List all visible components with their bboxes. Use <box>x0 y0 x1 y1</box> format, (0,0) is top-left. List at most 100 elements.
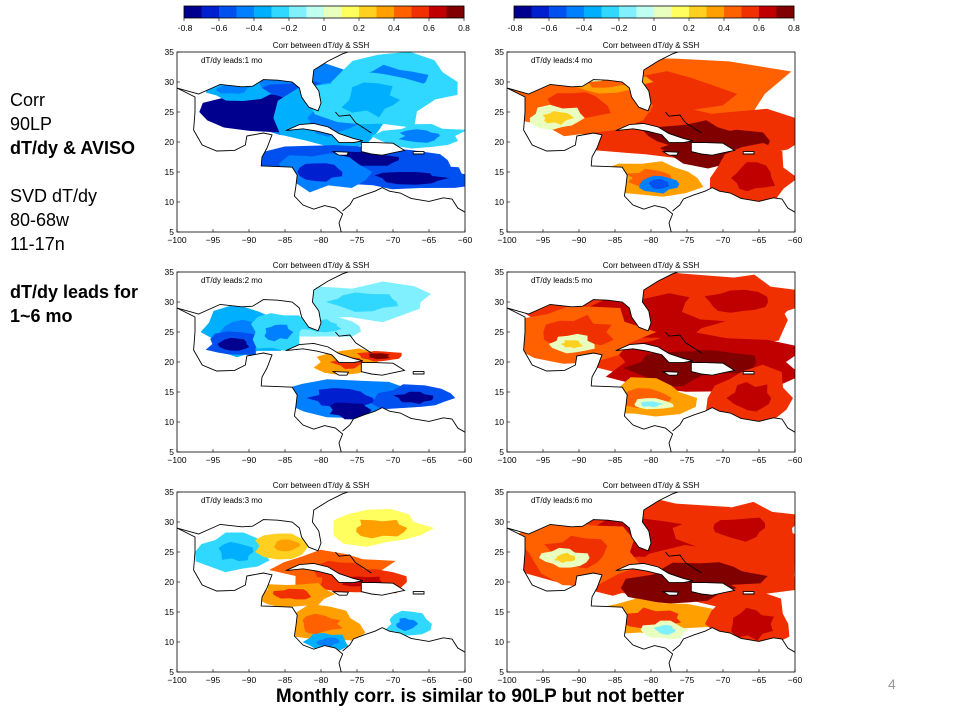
coastline-north-america <box>507 492 680 552</box>
coastline-north-america <box>177 52 350 112</box>
island-outline <box>360 582 406 596</box>
x-tick-label: −100 <box>497 235 516 245</box>
y-tick-label: 20 <box>165 357 175 367</box>
correlation-core <box>217 337 250 351</box>
coastline-south-america <box>672 187 795 213</box>
correlation-core <box>218 541 254 562</box>
y-tick-label: 30 <box>495 517 505 527</box>
colorbar-tick-label: 0 <box>322 23 327 33</box>
correlation-core <box>560 340 584 349</box>
coastline-south-america <box>342 187 465 213</box>
y-tick-label: 25 <box>165 107 175 117</box>
x-tick-label: −90 <box>242 675 257 685</box>
coastline-south-america <box>672 627 795 653</box>
page-number: 4 <box>888 676 896 692</box>
x-tick-label: −65 <box>422 675 437 685</box>
lead-label: dT/dy leads:6 mo <box>531 496 593 505</box>
y-tick-label: 20 <box>165 137 175 147</box>
colorbar-swatch <box>654 6 672 18</box>
colorbar-tick-label: 0.4 <box>388 23 400 33</box>
x-tick-label: −80 <box>644 455 659 465</box>
side-line: 90LP <box>10 114 53 134</box>
colorbar-swatch <box>446 6 465 18</box>
colorbar-swatch <box>376 6 395 18</box>
island-outline <box>331 371 350 376</box>
y-tick-label: 5 <box>169 227 174 237</box>
colorbar-swatch <box>531 6 550 18</box>
correlation-core <box>337 406 362 415</box>
lead-label: dT/dy leads:3 mo <box>201 496 263 505</box>
side-line-bold: dT/dy leads for <box>10 282 139 302</box>
colorbar-swatch <box>201 6 220 18</box>
colorbar-tick-label: −0.4 <box>576 23 593 33</box>
y-tick-label: 35 <box>165 47 175 57</box>
colorbar-swatch <box>254 6 272 18</box>
correlation-core <box>302 613 343 635</box>
island-outline <box>690 582 736 596</box>
y-tick-label: 5 <box>499 447 504 457</box>
colorbar-swatch <box>289 6 307 18</box>
y-tick-label: 15 <box>495 607 505 617</box>
y-tick-label: 15 <box>165 607 175 617</box>
correlation-core <box>356 519 408 539</box>
panel-title: Corr between dT/dy & SSH <box>273 481 370 490</box>
y-tick-label: 25 <box>165 327 175 337</box>
x-tick-label: −100 <box>167 235 186 245</box>
y-tick-label: 5 <box>499 227 504 237</box>
x-tick-label: −60 <box>458 455 473 465</box>
coastline-north-america <box>507 52 680 112</box>
island-outline <box>412 591 425 595</box>
side-line: 11-17n <box>10 234 65 254</box>
y-tick-label: 10 <box>495 417 505 427</box>
map-panel-lead-2: Corr between dT/dy & SSH dT/dy leads:2 mo… <box>165 261 473 465</box>
x-tick-label: −60 <box>788 675 803 685</box>
correlation-core <box>726 382 772 412</box>
colorbar-swatch <box>566 6 585 18</box>
colorbar-tick-label: −0.6 <box>541 23 558 33</box>
x-tick-label: −90 <box>572 675 587 685</box>
colorbar-swatch <box>671 6 690 18</box>
panel-title: Corr between dT/dy & SSH <box>273 261 370 270</box>
x-tick-label: −85 <box>278 675 293 685</box>
island-outline <box>690 142 736 156</box>
colorbar-tick-label: 0.8 <box>788 23 800 33</box>
colorbar-tick-label: −0.2 <box>611 23 628 33</box>
island-outline <box>331 591 350 596</box>
y-tick-label: 25 <box>495 327 505 337</box>
colorbar-tick-label: −0.2 <box>281 23 298 33</box>
correlation-core <box>393 391 434 404</box>
coastline-central-america <box>177 527 344 672</box>
y-tick-label: 35 <box>495 47 505 57</box>
x-tick-label: −90 <box>572 455 587 465</box>
colorbar-tick-label: −0.8 <box>178 23 193 33</box>
colorbar-swatch <box>514 6 532 18</box>
y-tick-label: 20 <box>495 577 505 587</box>
coastline-bahamas <box>335 111 372 134</box>
colorbar-swatch <box>619 6 637 18</box>
y-tick-label: 5 <box>499 667 504 677</box>
island-outline <box>615 122 693 144</box>
colorbar-swatch <box>359 6 377 18</box>
side-line-bold: 1~6 mo <box>10 306 73 326</box>
x-tick-label: −100 <box>167 675 186 685</box>
x-tick-label: −85 <box>608 455 623 465</box>
y-tick-label: 20 <box>495 137 505 147</box>
side-line-bold: dT/dy & AVISO <box>10 138 136 158</box>
coastline-north-america <box>507 272 680 332</box>
correlation-core <box>653 625 676 635</box>
panel-title: Corr between dT/dy & SSH <box>603 261 700 270</box>
colorbar-swatch <box>271 6 290 18</box>
coastline-central-america <box>177 307 344 452</box>
footer-caption: Monthly corr. is similar to 90LP but not… <box>275 686 685 707</box>
colorbar-right: −0.8 −0.6 −0.4 −0.2 0 0.2 0.4 0.6 0.8 <box>508 5 800 33</box>
lead-label: dT/dy leads:1 mo <box>201 56 263 65</box>
correlation-core <box>274 539 301 552</box>
x-tick-label: −65 <box>422 235 437 245</box>
panel-title: Corr between dT/dy & SSH <box>603 481 700 490</box>
correlation-core <box>649 179 670 189</box>
x-tick-label: −80 <box>644 235 659 245</box>
colorbar-tick-label: 0.2 <box>353 23 365 33</box>
y-tick-label: 10 <box>165 637 175 647</box>
colorbar-tick-label: 0.6 <box>753 23 765 33</box>
y-tick-label: 20 <box>495 357 505 367</box>
